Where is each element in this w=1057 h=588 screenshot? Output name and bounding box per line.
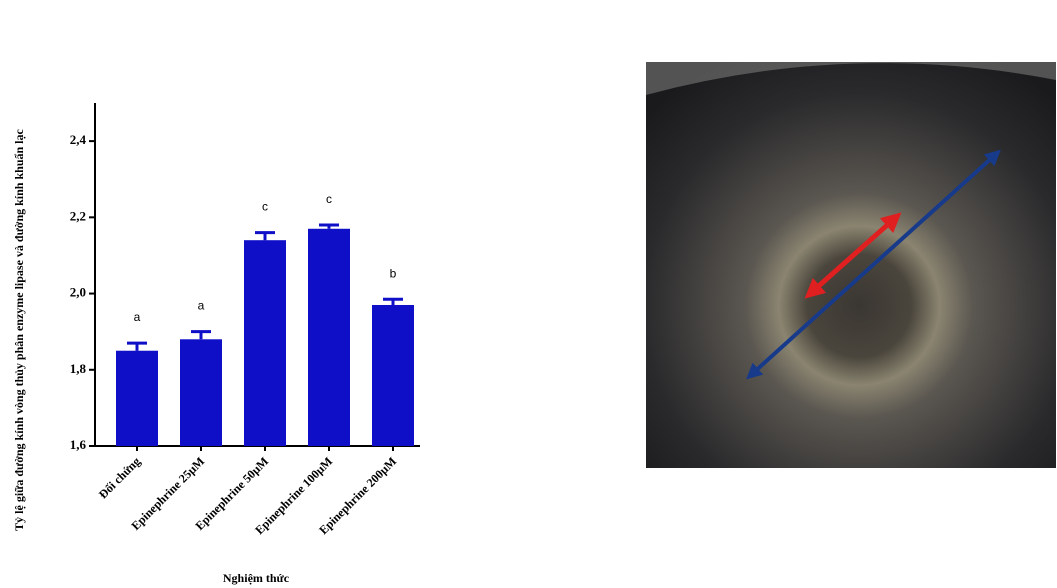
photo bbox=[646, 62, 1056, 468]
annotation: c bbox=[326, 192, 332, 206]
page: Tỷ lệ giữa đường kính vòng thủy phân enz… bbox=[0, 0, 1057, 588]
y-tick-label: 2,2 bbox=[70, 208, 86, 223]
bar bbox=[116, 351, 158, 446]
annotation: b bbox=[390, 266, 397, 280]
y-tick-label: 1,6 bbox=[70, 437, 87, 452]
y-tick-label: 1,8 bbox=[70, 361, 87, 376]
annotation: a bbox=[198, 299, 205, 313]
x-tick-label: Đối chứng bbox=[96, 454, 143, 501]
annotation: a bbox=[134, 310, 141, 324]
error-bar bbox=[127, 343, 147, 351]
annotation: c bbox=[262, 200, 268, 214]
bar bbox=[244, 240, 286, 446]
y-axis-label: Tỷ lệ giữa đường kính vòng thủy phân enz… bbox=[12, 128, 26, 530]
y-tick-label: 2,4 bbox=[70, 132, 87, 147]
error-bar bbox=[319, 225, 339, 229]
bar bbox=[372, 305, 414, 446]
x-axis-label: Nghiệm thức bbox=[223, 571, 290, 585]
bar bbox=[308, 229, 350, 446]
y-tick-label: 2,0 bbox=[70, 285, 86, 300]
error-bar bbox=[191, 332, 211, 340]
bar bbox=[180, 339, 222, 446]
error-bar bbox=[255, 233, 275, 241]
error-bar bbox=[383, 299, 403, 305]
